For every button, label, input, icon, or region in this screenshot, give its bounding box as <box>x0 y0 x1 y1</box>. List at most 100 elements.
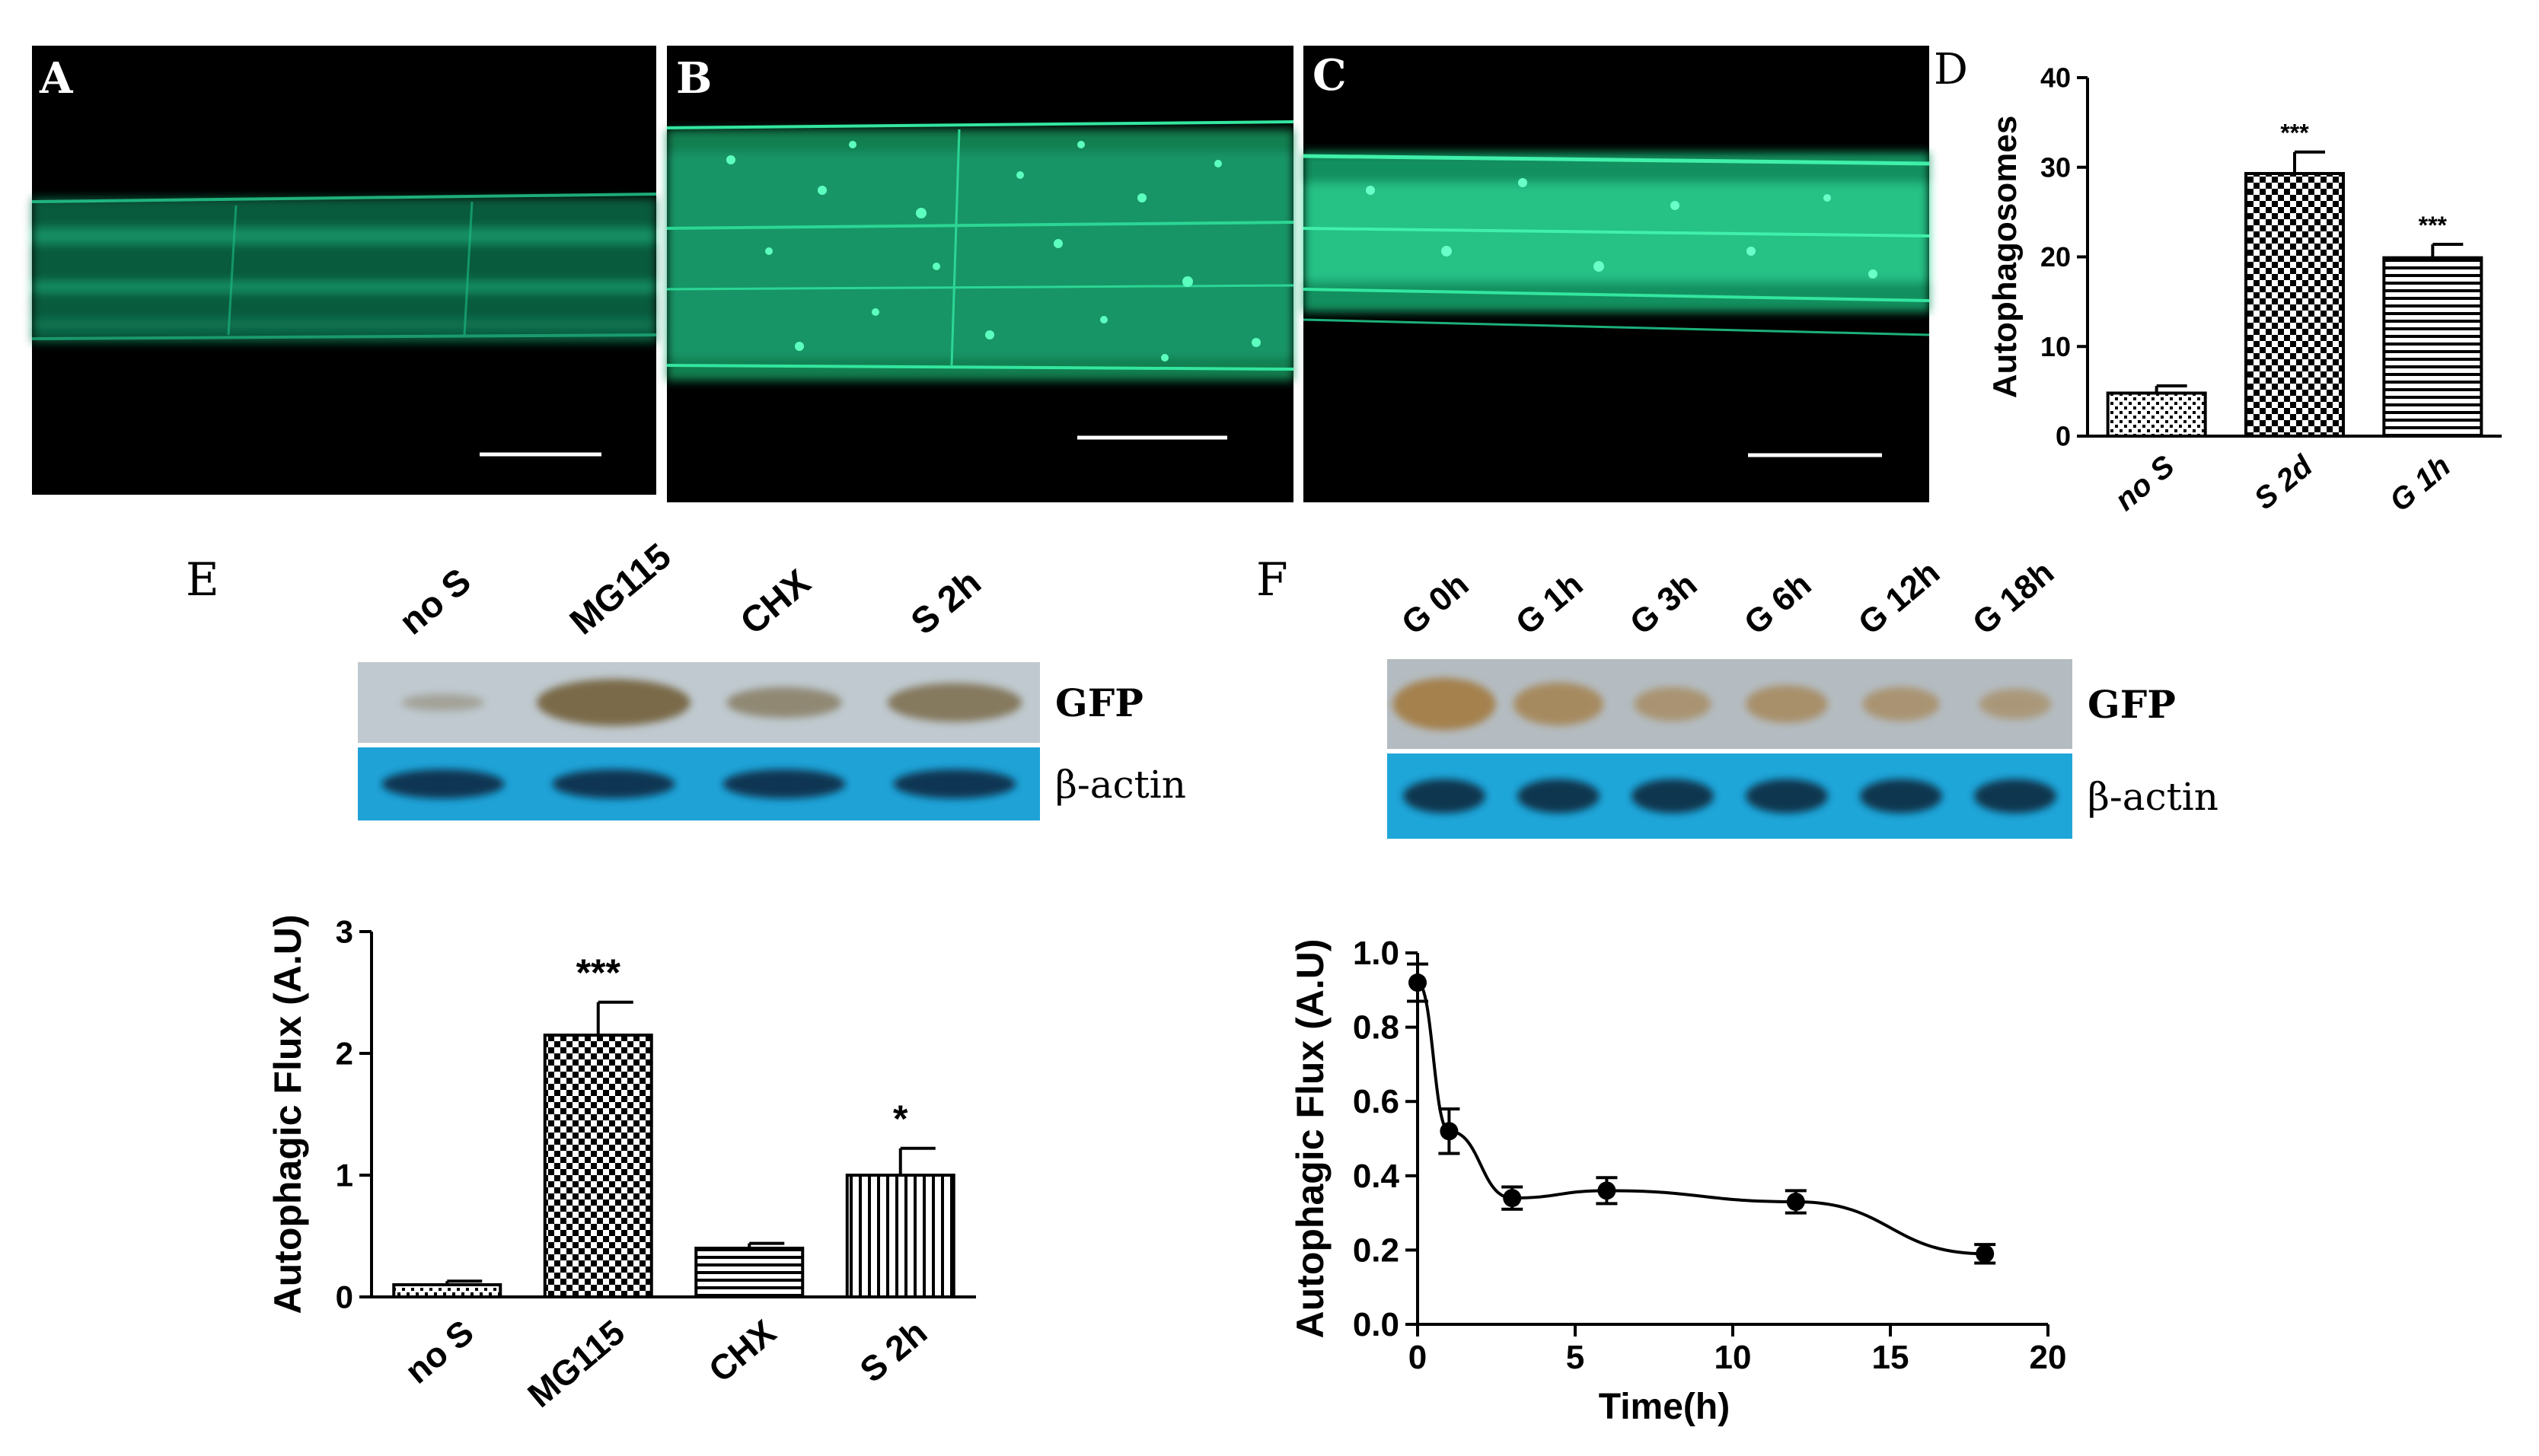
y-tick-label: 2 <box>336 1036 353 1072</box>
row-label-actin: β-actin <box>1055 763 1186 807</box>
data-point <box>1408 973 1427 992</box>
lane-label: G 6h <box>1737 566 1818 642</box>
actin-band <box>552 769 675 799</box>
x-tick-label: G 1h <box>2384 449 2457 518</box>
x-tick-label: 5 <box>1566 1339 1584 1376</box>
panel-label-c: C <box>1313 50 1347 100</box>
x-tick-label: 0 <box>1408 1339 1427 1376</box>
y-tick-label: 40 <box>2040 62 2071 94</box>
gfp-band <box>887 683 1022 722</box>
data-point <box>1976 1244 1995 1263</box>
gfp-row <box>1387 659 2072 749</box>
micrograph-a <box>31 46 657 495</box>
gfp-band <box>1634 687 1711 722</box>
actin-band <box>1632 779 1714 814</box>
x-tick-label: no S <box>397 1312 481 1391</box>
row-label-actin: β-actin <box>2088 775 2218 819</box>
row-label-gfp: GFP <box>2088 682 2176 727</box>
y-axis-label: Autophagic Flux (A.U) <box>1289 939 1332 1339</box>
lane-label: no S <box>392 561 479 642</box>
actin-band <box>893 769 1016 799</box>
panel-label-a: A <box>39 53 74 104</box>
actin-band <box>1974 779 2056 814</box>
series-line <box>1417 981 1986 1256</box>
panel-label-b: B <box>676 53 712 104</box>
western-blot-e: no S MG115 CHX S 2h GFP β-actin <box>358 536 1186 820</box>
panel-label-f: F <box>1256 553 1288 607</box>
x-tick-label: CHX <box>701 1312 783 1390</box>
significance-marker: *** <box>576 951 621 994</box>
x-tick-label: 10 <box>1714 1339 1752 1376</box>
lane-label: MG115 <box>563 536 679 642</box>
x-tick-label: 15 <box>1872 1339 1909 1376</box>
bar <box>2244 171 2345 438</box>
lane-label: G 12h <box>1852 554 1947 642</box>
actin-band <box>1860 779 1942 814</box>
bar <box>392 1283 502 1298</box>
data-point <box>1786 1192 1805 1211</box>
gfp-band <box>1979 688 2052 720</box>
actin-band <box>1517 779 1600 814</box>
y-axis-label: Autophagosomes <box>1986 116 2024 399</box>
bar <box>845 1174 955 1298</box>
significance-marker: * <box>893 1098 908 1140</box>
bar <box>2382 256 2483 438</box>
y-tick-label: 20 <box>2040 241 2071 272</box>
y-axis-label: Autophagic Flux (A.U) <box>266 915 309 1314</box>
actin-band <box>1403 779 1485 814</box>
data-point <box>1503 1189 1522 1208</box>
data-point <box>1597 1181 1616 1200</box>
y-tick-label: 0.2 <box>1353 1231 1399 1269</box>
row-label-gfp: GFP <box>1055 680 1144 725</box>
significance-marker: *** <box>2419 212 2448 239</box>
y-tick-label: 0.4 <box>1353 1158 1400 1195</box>
bar <box>694 1247 805 1298</box>
actin-row <box>1387 753 2072 839</box>
micrograph-b <box>666 46 1294 502</box>
gfp-band <box>1746 685 1828 723</box>
panel-label-e: E <box>186 553 219 607</box>
y-tick-label: 0.0 <box>1353 1306 1399 1343</box>
y-tick-label: 0 <box>336 1279 353 1315</box>
gfp-band <box>1862 687 1940 722</box>
chart-e-autophagic-flux: 0 1 2 3 Autophagic Flux (A.U) no S *** MG115 CHX… <box>266 914 976 1415</box>
lane-label: G 18h <box>1966 554 2061 642</box>
y-tick-label: 10 <box>2040 331 2071 362</box>
y-tick-label: 30 <box>2040 151 2071 183</box>
gfp-band <box>401 693 485 712</box>
x-tick-label: S 2h <box>852 1312 934 1390</box>
y-tick-label: 0 <box>2056 421 2071 452</box>
lane-label: CHX <box>733 562 818 643</box>
y-tick-label: 1.0 <box>1353 935 1399 972</box>
x-axis-label: Time(h) <box>1599 1387 1730 1427</box>
panel-label-d: D <box>1934 45 1968 94</box>
actin-band <box>722 769 846 799</box>
lane-label: S 2h <box>904 562 989 643</box>
micrograph-c <box>1303 46 1930 502</box>
y-tick-label: 0.6 <box>1353 1083 1399 1120</box>
lane-label: G 0h <box>1395 566 1475 642</box>
gfp-band <box>726 687 842 718</box>
bar <box>543 1034 653 1298</box>
x-tick-label: 20 <box>2030 1339 2067 1376</box>
gfp-band <box>1392 677 1496 731</box>
data-point <box>1440 1122 1459 1141</box>
chart-d-autophagosomes: 0 10 20 30 40 Autophagosomes no S *** S 2d *** G 1… <box>1986 62 2502 518</box>
actin-band <box>381 769 505 799</box>
x-tick-label: S 2d <box>2248 448 2320 516</box>
y-tick-label: 3 <box>336 914 353 950</box>
x-tick-label: no S <box>2109 449 2181 518</box>
chart-f-autophagic-flux-time: 0.0 0.2 0.4 0.6 0.8 1.0 0 5 10 15 20 Time(h) Autopha… <box>1289 935 2066 1427</box>
significance-marker: *** <box>2280 119 2309 147</box>
lane-label: G 1h <box>1509 566 1590 642</box>
gfp-band <box>1513 682 1604 726</box>
western-blot-f: G 0h G 1h G 3h G 6h G 12h G 18h GFP β-actin <box>1387 554 2218 839</box>
gfp-band <box>537 679 691 726</box>
bar <box>2106 391 2207 438</box>
y-tick-label: 1 <box>336 1158 353 1193</box>
lane-label: G 3h <box>1623 566 1704 642</box>
actin-band <box>1746 779 1828 814</box>
x-tick-label: MG115 <box>520 1312 632 1415</box>
y-tick-label: 0.8 <box>1353 1009 1399 1047</box>
